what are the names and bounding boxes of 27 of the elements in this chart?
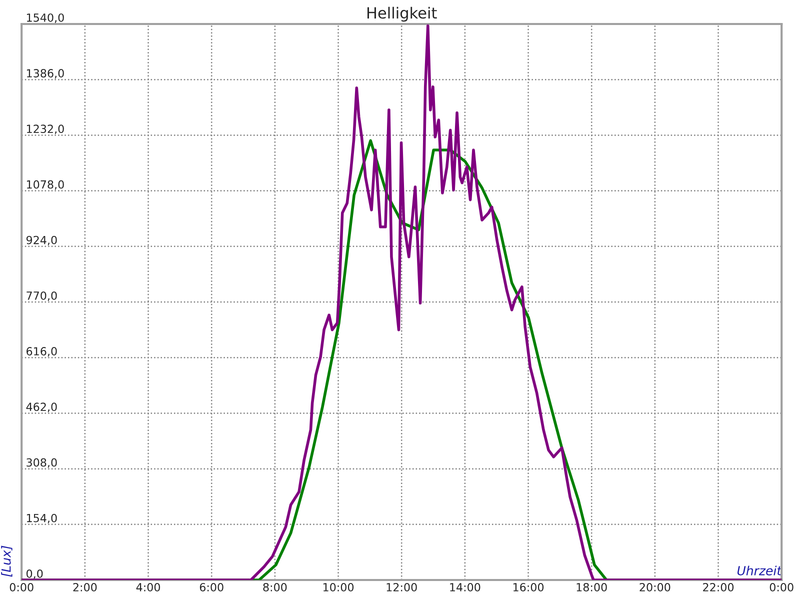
chart-title: Helligkeit	[367, 6, 437, 22]
x-tick-label: 2:00	[73, 582, 97, 592]
y-tick-label: 770,0	[26, 291, 57, 301]
y-tick-label: 0,0	[26, 569, 43, 579]
y-tick-label: 616,0	[26, 347, 57, 357]
x-tick-label: 10:00	[323, 582, 354, 592]
y-tick-label: 308,0	[26, 458, 57, 468]
y-tick-label: 154,0	[26, 514, 57, 524]
y-tick-label: 1078,0	[26, 180, 64, 190]
x-tick-label: 8:00	[263, 582, 287, 592]
x-tick-label: 20:00	[640, 582, 670, 592]
y-tick-label: 462,0	[26, 402, 57, 412]
x-tick-label: 0:00	[10, 582, 34, 592]
x-tick-label: 0:00	[770, 582, 794, 592]
y-tick-label: 1386,0	[26, 69, 64, 79]
x-tick-label: 4:00	[136, 582, 160, 592]
x-tick-label: 12:00	[386, 582, 417, 592]
x-tick-label: 6:00	[200, 582, 224, 592]
x-tick-label: 14:00	[450, 582, 480, 592]
x-tick-label: 22:00	[703, 582, 734, 592]
y-tick-label: 1540,0	[26, 13, 64, 23]
x-tick-label: 16:00	[513, 582, 544, 592]
x-tick-label: 18:00	[576, 582, 607, 592]
y-axis-title: [Lux]	[1, 546, 12, 577]
x-axis-title: Uhrzeit	[737, 566, 782, 576]
y-tick-label: 924,0	[26, 236, 57, 246]
y-tick-label: 1232,0	[26, 124, 64, 134]
